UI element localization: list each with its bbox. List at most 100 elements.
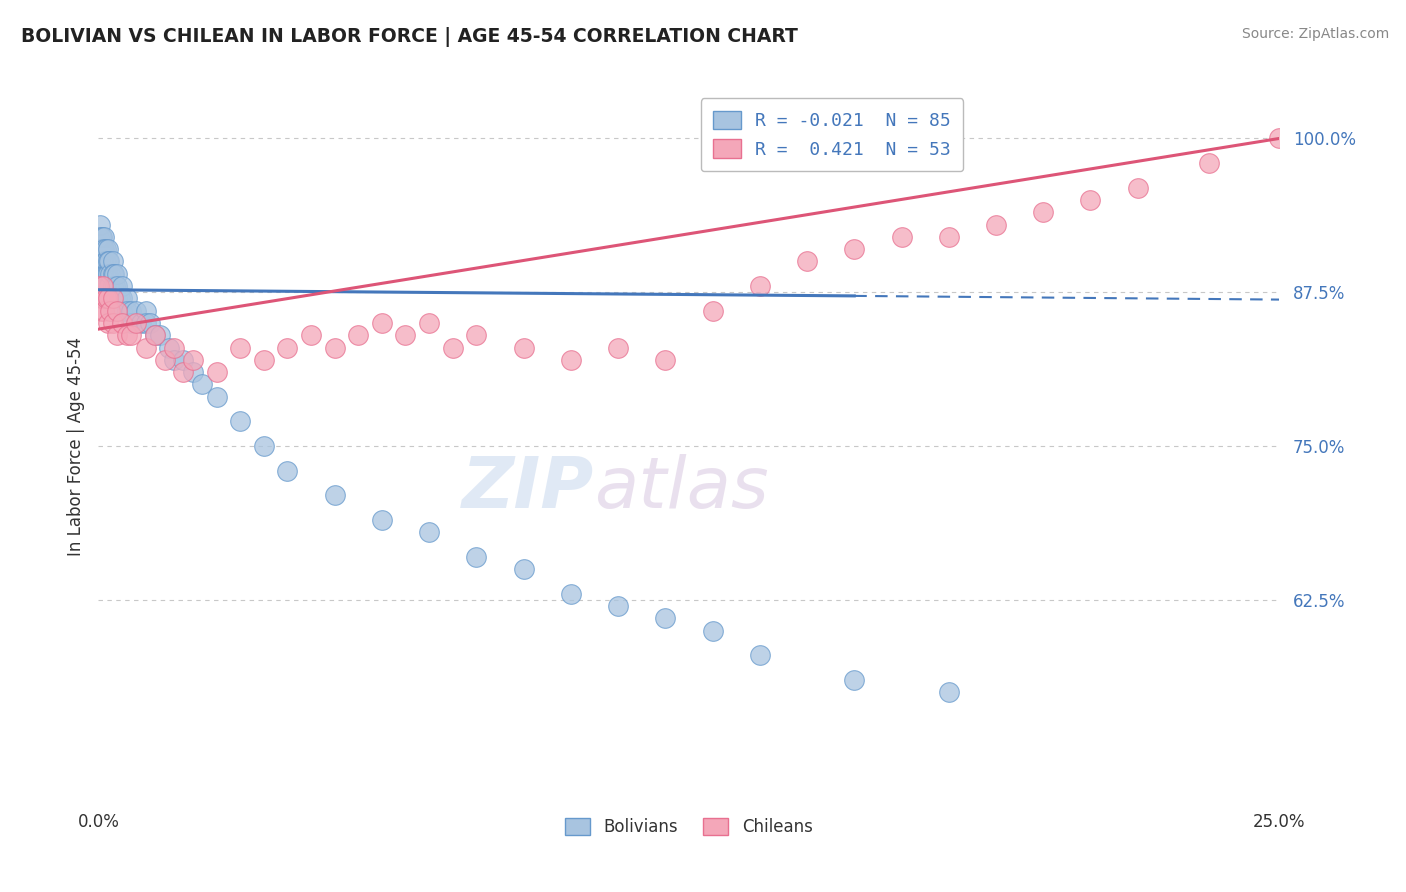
Point [111, 316, 134, 330]
Point [97, 279, 120, 293]
Legend: Bolivians, Chileans: Bolivians, Chileans [557, 810, 821, 845]
Point [115, 303, 138, 318]
Point [91, 267, 114, 281]
Point [105, 328, 128, 343]
Point [101, 279, 124, 293]
Point [702, 624, 724, 638]
Point [94, 279, 117, 293]
Point [163, 341, 186, 355]
Point [229, 341, 252, 355]
Text: ZIP: ZIP [463, 454, 595, 524]
Point [93, 267, 115, 281]
Point [91, 279, 114, 293]
Point [205, 390, 228, 404]
Point [129, 316, 152, 330]
Point [101, 267, 124, 281]
Point [93, 230, 115, 244]
Point [163, 352, 186, 367]
Point [97, 291, 120, 305]
Point [105, 303, 128, 318]
Point [89, 291, 111, 305]
Point [465, 549, 488, 564]
Point [191, 377, 214, 392]
Point [253, 352, 276, 367]
Point [276, 464, 298, 478]
Point [93, 242, 115, 256]
Point [96, 267, 118, 281]
Point [135, 316, 157, 330]
Point [172, 365, 194, 379]
Point [91, 279, 114, 293]
Point [143, 328, 166, 343]
Point [91, 242, 114, 256]
Point [90, 242, 112, 256]
Point [181, 352, 204, 367]
Point [323, 341, 346, 355]
Point [97, 316, 120, 330]
Point [90, 254, 112, 268]
Point [94, 291, 117, 305]
Point [90, 267, 112, 281]
Point [93, 254, 115, 268]
Point [205, 365, 228, 379]
Point [91, 291, 114, 305]
Point [153, 352, 176, 367]
Point [90, 303, 112, 318]
Point [149, 328, 172, 343]
Point [253, 439, 276, 453]
Text: Source: ZipAtlas.com: Source: ZipAtlas.com [1241, 27, 1389, 41]
Point [91, 254, 114, 268]
Point [512, 341, 534, 355]
Point [91, 267, 114, 281]
Point [607, 599, 630, 613]
Point [105, 267, 128, 281]
Point [89, 279, 111, 293]
Text: atlas: atlas [595, 454, 769, 524]
Point [97, 254, 120, 268]
Point [465, 328, 488, 343]
Point [890, 230, 912, 244]
Point [654, 611, 676, 625]
Point [371, 513, 394, 527]
Point [89, 218, 111, 232]
Point [347, 328, 370, 343]
Point [748, 648, 770, 662]
Point [97, 242, 120, 256]
Point [1198, 156, 1220, 170]
Point [984, 218, 1007, 232]
Point [157, 341, 180, 355]
Point [139, 316, 162, 330]
Point [796, 254, 818, 268]
Point [844, 673, 866, 687]
Point [394, 328, 416, 343]
Point [418, 525, 440, 540]
Point [121, 316, 143, 330]
Point [97, 291, 120, 305]
Point [97, 254, 120, 268]
Point [299, 328, 322, 343]
Text: BOLIVIAN VS CHILEAN IN LABOR FORCE | AGE 45-54 CORRELATION CHART: BOLIVIAN VS CHILEAN IN LABOR FORCE | AGE… [21, 27, 799, 46]
Point [125, 303, 148, 318]
Point [89, 242, 111, 256]
Point [323, 488, 346, 502]
Point [94, 267, 117, 281]
Point [181, 365, 204, 379]
Y-axis label: In Labor Force | Age 45-54: In Labor Force | Age 45-54 [66, 336, 84, 556]
Point [121, 328, 143, 343]
Point [98, 303, 121, 318]
Point [101, 316, 124, 330]
Point [1126, 180, 1149, 194]
Point [89, 254, 111, 268]
Point [115, 291, 138, 305]
Point [104, 279, 127, 293]
Point [512, 562, 534, 576]
Point [111, 291, 134, 305]
Point [1268, 131, 1291, 145]
Point [90, 242, 112, 256]
Point [938, 685, 960, 699]
Point [105, 291, 128, 305]
Point [91, 254, 114, 268]
Point [103, 267, 125, 281]
Point [135, 341, 157, 355]
Point [121, 303, 143, 318]
